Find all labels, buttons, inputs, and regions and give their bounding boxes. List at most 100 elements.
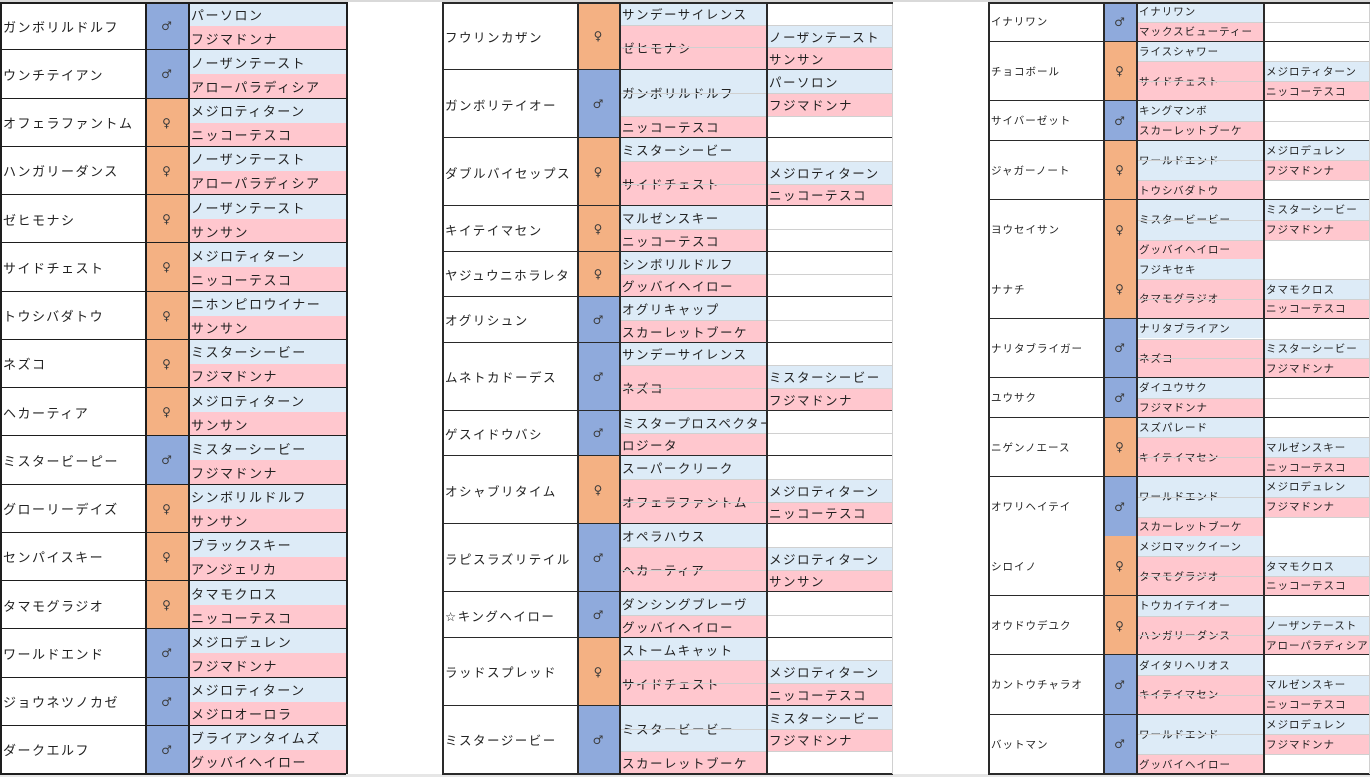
sire-name: ダイタリヘリオス [1136,655,1263,675]
empty-cell [766,297,893,320]
horse-name: ムネトカドーデス [442,342,577,411]
sire-name: サンデーサイレンス [619,2,766,25]
empty-cell [1263,41,1370,62]
column-border [0,2,2,774]
grid-line [619,546,893,548]
grid-line [1136,219,1370,221]
horse-name: ナナチ [988,259,1103,319]
empty-cell [766,2,893,25]
dam-name: サンサン [188,508,346,533]
dam-name: メジロオーロラ [188,701,346,726]
dam-dam-name: ニッコーテスコ [766,501,893,525]
grid-line [619,433,893,435]
sire-name: ミスタービービー [1136,199,1263,240]
dam-name: ニッコーテスコ [619,115,766,139]
grid-line [1136,754,1370,756]
dam-name: フジマドンナ [188,460,346,485]
grid-line [1136,437,1370,439]
empty-cell [766,342,893,366]
sire-name: ブライアンタイムズ [188,725,346,750]
grid-line [619,478,893,480]
grid-line [1136,81,1370,83]
dam-sire-name: メジロティターン [1263,61,1370,82]
empty-cell [1263,655,1370,675]
sire-sire-name: メジロデュレン [1263,140,1370,161]
sire-name: ブラックスキー [188,532,346,557]
dam-name: アローパラディシア [188,170,346,195]
horse-name: ワールドエンド [0,629,145,678]
grid-line [1136,675,1370,677]
sire-name: ミスターシービー [188,339,346,364]
sire-name: メジロティターン [188,677,346,702]
horse-name: カントウチャラオ [988,655,1103,715]
grid-line [1136,358,1370,360]
female-symbol-icon: ♀ [145,146,188,195]
horse-name: ハンガリーダンス [0,146,145,195]
pedigree-panel-right: イナリワン ♂ イナリワン マックスビューティー チョコボール ♀ ライスシャワー サイドチェ… [988,2,1370,775]
grid-line [1136,239,1370,241]
empty-cell [766,229,893,252]
sire-name: メジロティターン [188,98,346,123]
female-symbol-icon: ♀ [145,388,188,437]
sire-name: オグリキャップ [619,297,766,320]
empty-cell [1263,595,1370,616]
column-border [988,2,990,774]
dam-name: グッバイヘイロー [1136,754,1263,774]
sire-name: ノーザンテースト [188,195,346,220]
female-symbol-icon: ♀ [1103,417,1136,478]
dam-sire-name: メジロティターン [766,160,893,184]
empty-cell [766,615,893,638]
dam-sire-name: メジロティターン [766,546,893,570]
horse-name: オワリヘイテイ [988,477,1103,537]
horse-name: ヨウセイサン [988,199,1103,260]
dam-name: グッバイヘイロー [188,749,346,774]
horse-name: フウリンカザン [442,2,577,71]
male-symbol-icon: ♂ [1103,100,1136,141]
horse-name: ラッドスプレッド [442,637,577,706]
horse-name: ヤジュウニホラレタ [442,251,577,298]
empty-cell [766,115,893,139]
male-symbol-icon: ♂ [1103,318,1136,379]
female-symbol-icon: ♀ [145,581,188,630]
horse-name: ヘカーティア [0,388,145,437]
female-symbol-icon: ♀ [1103,595,1136,656]
dam-name: グッバイヘイロー [619,274,766,298]
grid-line [619,728,893,730]
sire-name: ストームキャット [619,637,766,661]
sire-dam-name: フジマドンナ [766,728,893,752]
sire-name: ミスターシービー [619,138,766,161]
dam-name: サンサン [188,315,346,340]
grid-line [1136,160,1370,162]
dam-sire-name: ノーザンテースト [766,24,893,48]
empty-cell [1263,239,1370,260]
empty-cell [766,433,893,457]
dam-name: トウシバダトウ [1136,180,1263,200]
dam-dam-name: フジマドンナ [766,388,893,411]
dam-sire-name: タマモクロス [1263,279,1370,299]
dam-name: ニッコーテスコ [188,122,346,147]
grid-line [619,274,893,276]
male-symbol-icon: ♂ [145,2,188,51]
grid-line [619,160,893,162]
horse-name: シロイノ [988,536,1103,596]
empty-cell [1263,120,1370,141]
grid-line [619,751,893,753]
male-symbol-icon: ♂ [1103,714,1136,774]
female-symbol-icon: ♀ [145,291,188,340]
dam-dam-name: ニッコーテスコ [1263,81,1370,101]
dam-name: フジマドンナ [188,26,346,51]
empty-cell [766,206,893,230]
top-divider [0,0,1370,2]
dam-sire-name: メジロティターン [766,660,893,684]
grid-line [619,115,893,117]
horse-name: ウンチテイアン [0,50,145,99]
female-symbol-icon: ♀ [145,195,188,244]
female-symbol-icon: ♀ [577,2,619,71]
female-symbol-icon: ♀ [577,456,619,525]
horse-name: ガンボリテイオー [442,70,577,139]
dam-dam-name: ニッコーテスコ [766,183,893,207]
empty-cell [766,410,893,434]
grid-line [1136,457,1370,459]
sire-name: ライスシャワー [1136,41,1263,62]
dam-name: ニッコーテスコ [188,605,346,630]
